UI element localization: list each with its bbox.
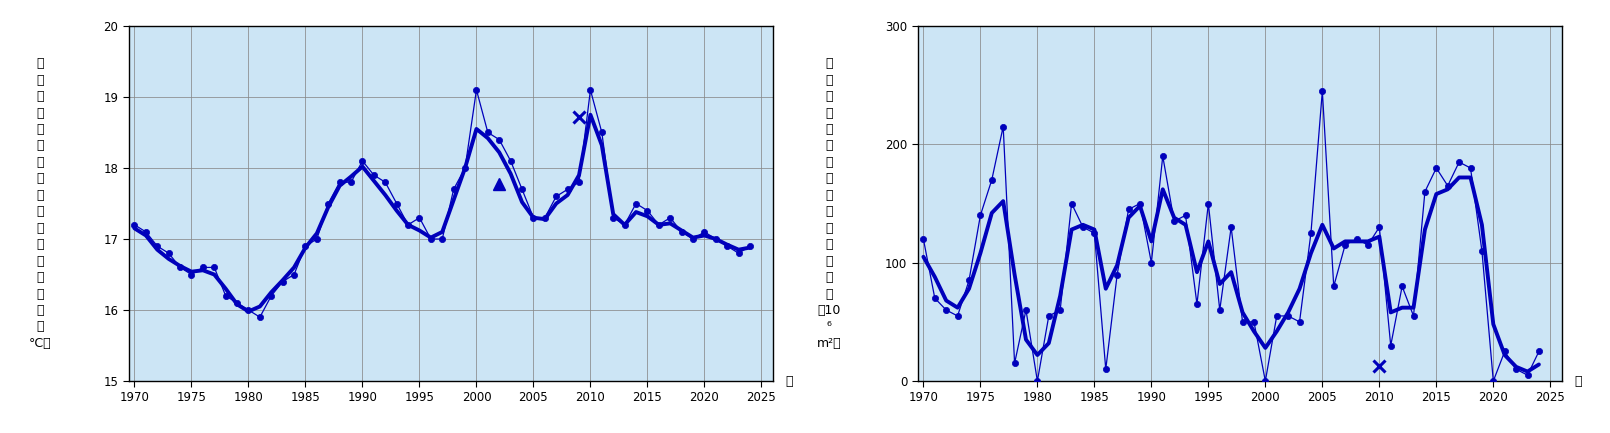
- Text: ー: ー: [37, 189, 43, 202]
- Text: コ: コ: [37, 255, 43, 268]
- Text: （: （: [37, 320, 43, 333]
- Text: ド: ド: [826, 205, 832, 218]
- Text: 温: 温: [37, 304, 43, 317]
- Text: °C）: °C）: [29, 337, 52, 350]
- Text: （10: （10: [818, 304, 840, 317]
- Text: 面: 面: [826, 271, 832, 284]
- Text: 帯: 帯: [37, 156, 43, 169]
- Text: 亜: 亜: [37, 123, 43, 136]
- Text: 平: 平: [37, 90, 43, 103]
- Text: 平: 平: [826, 90, 832, 103]
- Text: モ: モ: [826, 172, 832, 185]
- Text: 北: 北: [37, 57, 43, 70]
- Text: 洋: 洋: [826, 107, 832, 120]
- Text: 北: 北: [826, 57, 832, 70]
- Text: モ: モ: [37, 172, 43, 185]
- Text: の: の: [826, 238, 832, 251]
- Text: ア: ア: [37, 271, 43, 284]
- Text: 断: 断: [826, 255, 832, 268]
- Text: 年: 年: [1575, 375, 1583, 388]
- Text: 太: 太: [37, 74, 43, 87]
- Text: 熱: 熱: [826, 139, 832, 152]
- Text: 水: 水: [37, 222, 43, 235]
- Text: 太: 太: [826, 74, 832, 87]
- Text: ー: ー: [826, 189, 832, 202]
- Text: 年: 年: [786, 375, 794, 388]
- Text: ド: ド: [37, 205, 43, 218]
- Text: 水: 水: [826, 222, 832, 235]
- Text: 水: 水: [37, 288, 43, 301]
- Text: の: の: [37, 238, 43, 251]
- Text: 亜: 亜: [826, 123, 832, 136]
- Text: ⁶: ⁶: [826, 320, 832, 333]
- Text: 洋: 洋: [37, 107, 43, 120]
- Text: 帯: 帯: [826, 156, 832, 169]
- Text: 積: 積: [826, 288, 832, 301]
- Text: m²）: m²）: [816, 337, 842, 350]
- Text: 熱: 熱: [37, 139, 43, 152]
